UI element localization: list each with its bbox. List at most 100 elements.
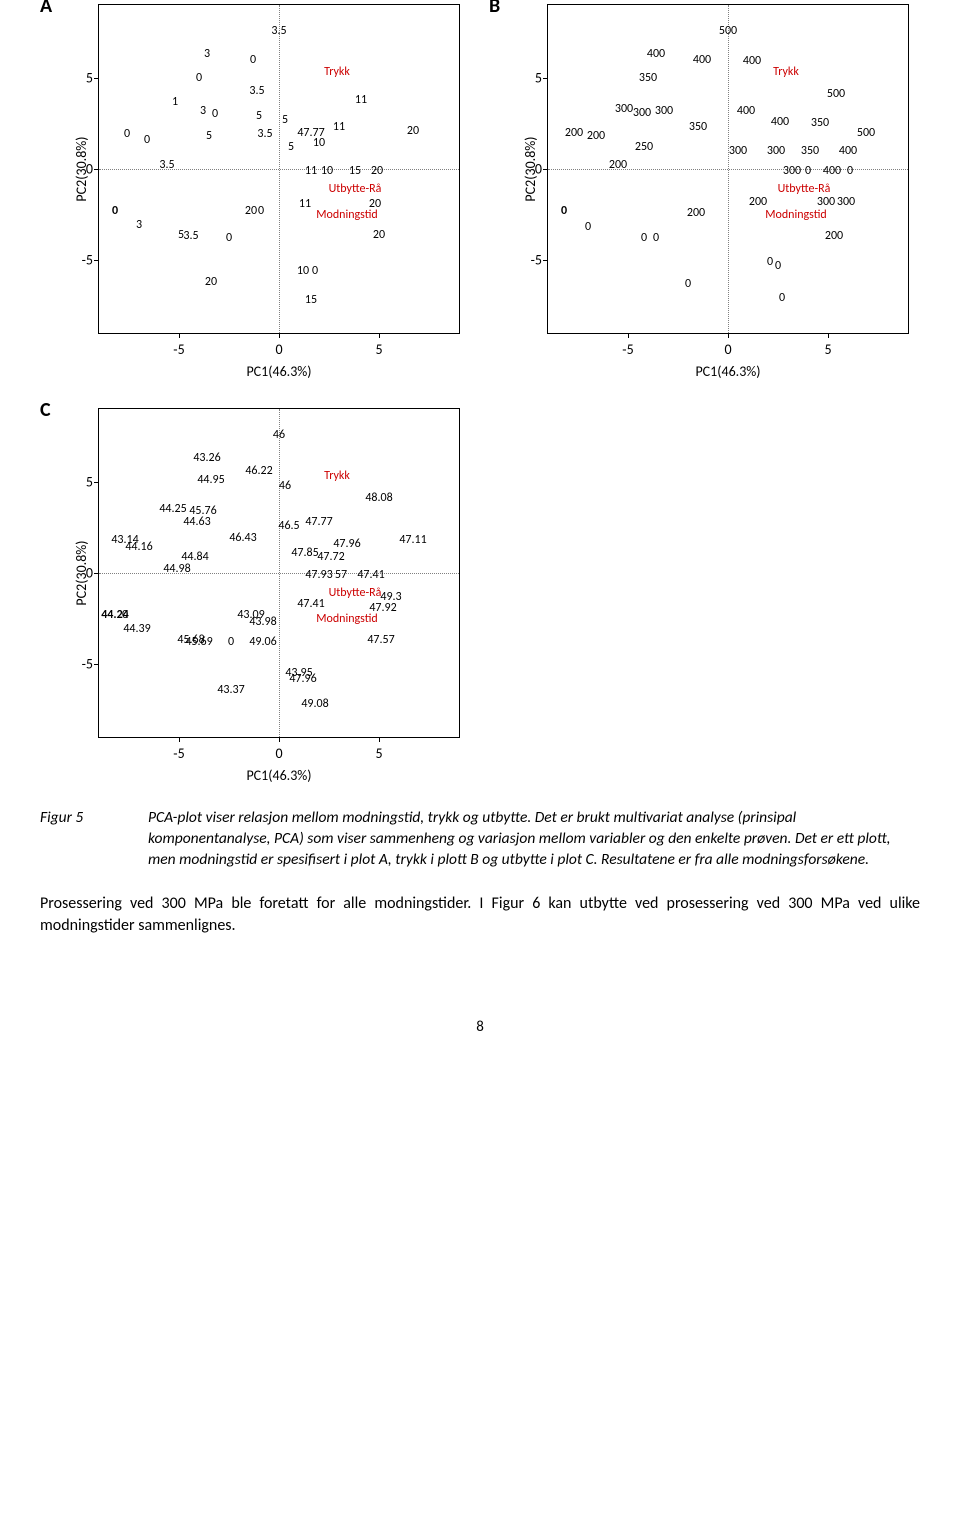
plot-wrap-a: -505-505PC2(30.8%)PC1(46.3%)3.5300Trykk1… — [98, 4, 471, 386]
data-point: 43.98 — [249, 615, 276, 629]
panel-letter-c: C — [40, 398, 51, 422]
data-point: 11 — [305, 164, 317, 178]
data-point: 0 — [767, 255, 773, 269]
data-point: 3.5 — [183, 229, 198, 243]
data-point: 43.37 — [217, 683, 244, 697]
data-point: 400 — [737, 104, 755, 118]
data-point: 47.93 — [305, 568, 332, 582]
data-point: 46 — [279, 479, 291, 493]
data-point: 0 — [653, 231, 659, 245]
data-point: 44.16 — [125, 540, 152, 554]
data-point: 0 — [112, 204, 118, 218]
plot-wrap-c: -505-505PC2(30.8%)PC1(46.3%)4643.2646.22… — [98, 408, 480, 790]
data-point: 47.11 — [399, 533, 426, 547]
data-point: 200 — [825, 229, 843, 243]
data-point: 0 — [228, 635, 234, 649]
data-point: 500 — [719, 24, 737, 38]
data-point: 20 — [407, 124, 419, 138]
data-point: 47.77 — [305, 515, 332, 529]
data-point: 300 — [729, 144, 747, 158]
data-point: 0 — [124, 127, 130, 141]
data-point: 44.98 — [163, 562, 190, 576]
data-point: 300 — [655, 104, 673, 118]
data-point: 0 — [775, 259, 781, 273]
data-point: 20 — [373, 228, 385, 242]
data-point: 46.43 — [229, 531, 256, 545]
data-point: 350 — [689, 120, 707, 134]
data-point: 0 — [847, 164, 853, 178]
data-point: 49.08 — [301, 697, 328, 711]
data-point: 10 — [297, 264, 309, 278]
data-point: 200 — [687, 206, 705, 220]
data-point: 0 — [258, 204, 264, 218]
data-point: 400 — [743, 54, 761, 68]
data-point: 44.63 — [183, 515, 210, 529]
data-point: 0 — [122, 608, 128, 622]
data-point: 20 — [205, 275, 217, 289]
data-point: 300 — [633, 106, 651, 120]
data-point: 3.5 — [249, 84, 264, 98]
data-point: 350 — [639, 71, 657, 85]
data-point: 0 — [196, 71, 202, 85]
data-point: 0 — [250, 53, 256, 67]
data-point: 1 — [172, 95, 178, 109]
data-point: Trykk — [324, 469, 350, 483]
data-point: 46.22 — [245, 464, 272, 478]
data-point: 400 — [693, 53, 711, 67]
page: A -505-505PC2(30.8%)PC1(46.3%)3.5300Tryk… — [0, 0, 960, 1076]
caption-text: PCA-plot viser relasjon mellom modningst… — [148, 808, 920, 871]
data-point: 300 — [837, 195, 855, 209]
data-point: 350 — [811, 116, 829, 130]
data-point: 200 — [609, 158, 627, 172]
panel-b: B -505-505PC2(30.8%)PC1(46.3%)5004004004… — [489, 0, 920, 386]
data-point: 47.41 — [357, 568, 384, 582]
data-point: 15 — [305, 293, 317, 307]
data-point: 11 — [355, 93, 367, 107]
data-point: 0 — [312, 264, 318, 278]
figure-caption: Figur 5 PCA-plot viser relasjon mellom m… — [40, 808, 920, 871]
data-point: 46 — [273, 428, 285, 442]
data-point: 500 — [827, 87, 845, 101]
data-point: 250 — [635, 140, 653, 154]
data-point: Modningstid — [316, 612, 377, 626]
data-point: 20 — [245, 204, 257, 218]
data-point: 200 — [565, 126, 583, 140]
data-point: 3 — [204, 47, 210, 61]
data-point: 0 — [144, 133, 150, 147]
data-point: Trykk — [324, 65, 350, 79]
data-point: 47.72 — [317, 550, 344, 564]
data-point: 300 — [767, 144, 785, 158]
panel-letter-b: B — [489, 0, 500, 18]
data-point: 300 — [615, 102, 633, 116]
data-point: 47.96 — [289, 672, 316, 686]
data-point: 20 — [371, 164, 383, 178]
data-point: Utbytte-Rå — [329, 182, 382, 196]
chart-box-b: -505-505PC2(30.8%)PC1(46.3%)500400400400… — [547, 4, 909, 334]
data-point: Modningstid — [316, 208, 377, 222]
data-point: 3.5 — [159, 158, 174, 172]
data-point: 10 — [313, 136, 325, 150]
data-point: 11 — [299, 197, 311, 211]
data-point: 15 — [349, 164, 361, 178]
data-point: 47.85 — [291, 546, 318, 560]
data-point: 3 — [200, 104, 206, 118]
data-point: Modningstid — [765, 208, 826, 222]
data-point: 0 — [585, 220, 591, 234]
data-point: 0 — [685, 277, 691, 291]
data-point: 5 — [288, 140, 294, 154]
data-point: 5 — [206, 129, 212, 143]
data-point: 400 — [839, 144, 857, 158]
data-point: 47.41 — [297, 597, 324, 611]
plot-wrap-b: -505-505PC2(30.8%)PC1(46.3%)500400400400… — [547, 4, 920, 386]
data-point: 49.06 — [249, 635, 276, 649]
caption-label: Figur 5 — [40, 808, 148, 871]
data-point: Utbytte-Rå — [329, 586, 382, 600]
data-point: Trykk — [773, 65, 799, 79]
data-point: 44.39 — [123, 622, 150, 636]
figure-row-1: A -505-505PC2(30.8%)PC1(46.3%)3.5300Tryk… — [40, 0, 920, 386]
data-point: 47.57 — [367, 633, 394, 647]
data-point: 0 — [212, 107, 218, 121]
panel-letter-a: A — [40, 0, 52, 18]
data-point: 0 — [805, 164, 811, 178]
data-point: 0 — [226, 231, 232, 245]
